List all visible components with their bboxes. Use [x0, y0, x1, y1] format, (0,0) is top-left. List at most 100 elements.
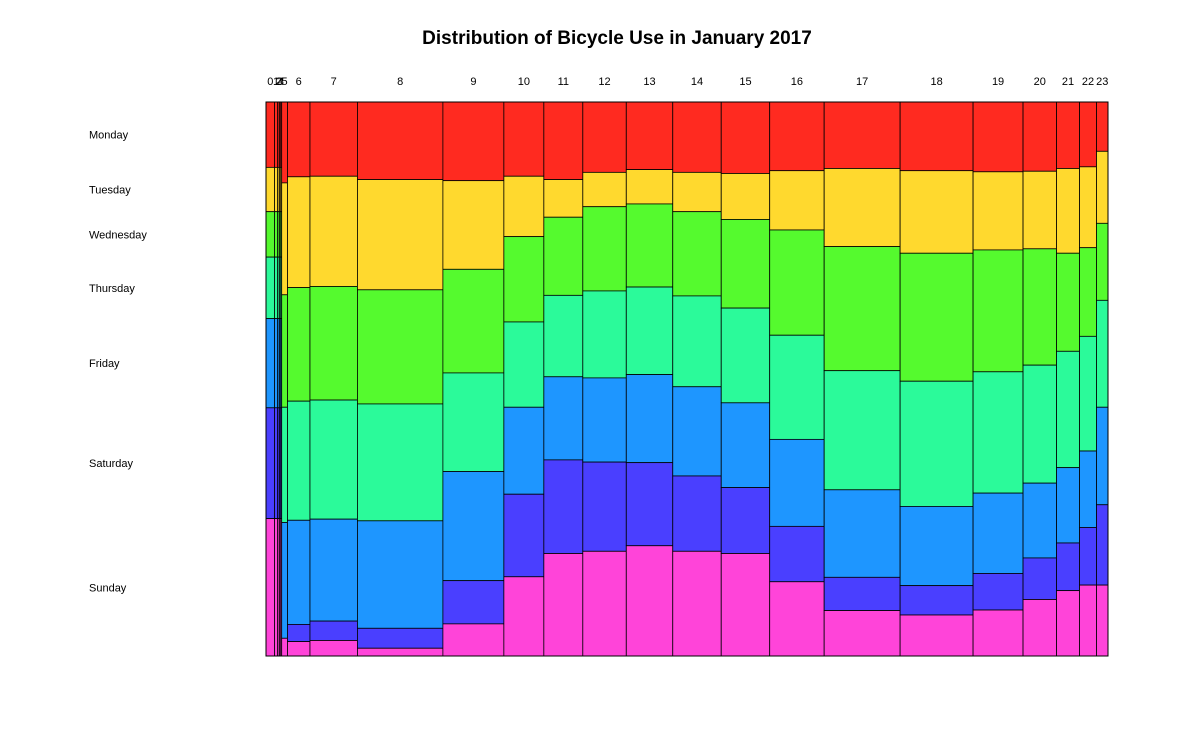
tile-hour-20-saturday	[1022, 557, 1057, 600]
hour-tick-label: 1	[273, 76, 279, 88]
tile-hour-20-monday	[1022, 101, 1057, 172]
tile-hour-23-tuesday	[1096, 150, 1109, 224]
tile-hour-10-saturday	[503, 493, 545, 578]
tile-hour-22-monday	[1079, 101, 1097, 168]
tile-hour-5-thursday	[281, 406, 288, 523]
tile-hour-10-wednesday	[503, 236, 545, 323]
tile-hour-14-wednesday	[672, 211, 722, 297]
tile-hour-7-wednesday	[309, 286, 358, 401]
tile-hour-10-sunday	[503, 576, 545, 657]
tile-hour-6-wednesday	[287, 287, 311, 402]
tile-hour-9-thursday	[442, 372, 505, 472]
tile-hour-14-sunday	[672, 550, 722, 657]
tile-hour-5-tuesday	[281, 182, 288, 296]
tile-hour-7-friday	[309, 518, 358, 622]
tile-hour-13-monday	[625, 101, 674, 170]
day-row-label: Saturday	[89, 458, 134, 470]
tile-hour-19-friday	[972, 492, 1024, 574]
tile-hour-18-monday	[899, 101, 974, 172]
tile-hour-9-friday	[442, 471, 505, 582]
tile-hour-21-monday	[1056, 101, 1080, 169]
tile-hour-18-thursday	[899, 380, 974, 507]
hour-tick-label: 15	[739, 76, 751, 88]
tile-hour-16-friday	[769, 438, 825, 527]
tile-hour-1-friday	[274, 318, 279, 409]
tile-hour-9-wednesday	[442, 268, 505, 374]
hour-tick-label: 0	[267, 76, 273, 88]
tile-hour-1-wednesday	[274, 211, 279, 258]
tile-hour-17-saturday	[823, 576, 901, 611]
tile-hour-10-friday	[503, 406, 545, 495]
tile-hour-11-sunday	[543, 553, 584, 657]
tile-hour-1-tuesday	[274, 166, 279, 213]
tile-hour-21-wednesday	[1056, 252, 1080, 352]
tile-hour-23-sunday	[1096, 584, 1109, 657]
tile-hour-0-tuesday	[265, 166, 275, 213]
tile-hour-21-tuesday	[1056, 168, 1080, 254]
tile-hour-8-thursday	[357, 403, 444, 522]
tile-hour-9-sunday	[442, 623, 505, 657]
tile-hour-16-monday	[769, 101, 825, 172]
tile-hour-20-wednesday	[1022, 248, 1057, 366]
tile-hour-6-sunday	[287, 641, 311, 657]
tile-hour-22-thursday	[1079, 335, 1097, 452]
hour-tick-label: 11	[558, 76, 569, 88]
tile-hour-0-monday	[265, 101, 275, 168]
tile-hour-8-saturday	[357, 627, 444, 649]
tile-hour-0-sunday	[265, 518, 275, 657]
tile-hour-5-monday	[281, 101, 288, 184]
tile-hour-18-tuesday	[899, 170, 974, 254]
tile-hour-14-thursday	[672, 295, 722, 388]
tile-hour-1-monday	[274, 101, 279, 168]
tile-hour-6-monday	[287, 101, 311, 178]
tile-hour-11-monday	[543, 101, 584, 180]
tile-hour-5-friday	[281, 522, 288, 639]
tile-hour-15-thursday	[720, 307, 771, 404]
tile-hour-20-sunday	[1022, 599, 1057, 657]
hour-tick-label: 16	[791, 76, 803, 88]
tile-hour-12-friday	[582, 377, 627, 463]
tile-hour-7-thursday	[309, 399, 358, 520]
hour-tick-label: 10	[518, 76, 530, 88]
tile-hour-10-thursday	[503, 321, 545, 408]
tile-hour-13-sunday	[625, 545, 674, 657]
tile-hour-11-thursday	[543, 294, 584, 378]
tile-hour-0-friday	[265, 318, 275, 409]
tile-hour-8-monday	[357, 101, 444, 180]
day-row-label: Friday	[89, 358, 120, 370]
hour-tick-label: 12	[598, 76, 610, 88]
tile-hour-11-friday	[543, 376, 584, 461]
tile-hour-22-friday	[1079, 450, 1097, 528]
hour-tick-label: 13	[643, 76, 655, 88]
tile-hour-14-friday	[672, 386, 722, 477]
tile-hour-15-friday	[720, 402, 771, 488]
tile-hour-8-friday	[357, 520, 444, 629]
tile-hour-8-sunday	[357, 647, 444, 657]
tile-hour-11-saturday	[543, 459, 584, 554]
hour-tick-label: 8	[397, 76, 403, 88]
hour-tick-label: 23	[1096, 76, 1108, 88]
tile-hour-8-wednesday	[357, 289, 444, 405]
tile-hour-16-tuesday	[769, 170, 825, 231]
tile-hour-19-tuesday	[972, 171, 1024, 251]
tile-hour-19-sunday	[972, 609, 1024, 657]
tile-hour-11-tuesday	[543, 179, 584, 218]
tile-hour-22-saturday	[1079, 527, 1097, 586]
day-row-label: Thursday	[89, 283, 135, 295]
tile-hour-15-monday	[720, 101, 771, 174]
tile-hour-1-saturday	[274, 407, 279, 520]
tile-hour-22-sunday	[1079, 584, 1097, 657]
tile-hour-22-tuesday	[1079, 166, 1097, 249]
tile-hour-0-wednesday	[265, 211, 275, 258]
hour-tick-label: 20	[1034, 76, 1046, 88]
tile-hour-12-thursday	[582, 290, 627, 379]
tile-hour-19-wednesday	[972, 249, 1024, 373]
tile-hour-0-thursday	[265, 256, 275, 320]
tile-hour-17-tuesday	[823, 168, 901, 247]
tile-hour-21-sunday	[1056, 590, 1080, 657]
tile-hour-18-sunday	[899, 614, 974, 657]
hour-tick-label: 4	[278, 76, 284, 88]
tile-hour-19-monday	[972, 101, 1024, 173]
